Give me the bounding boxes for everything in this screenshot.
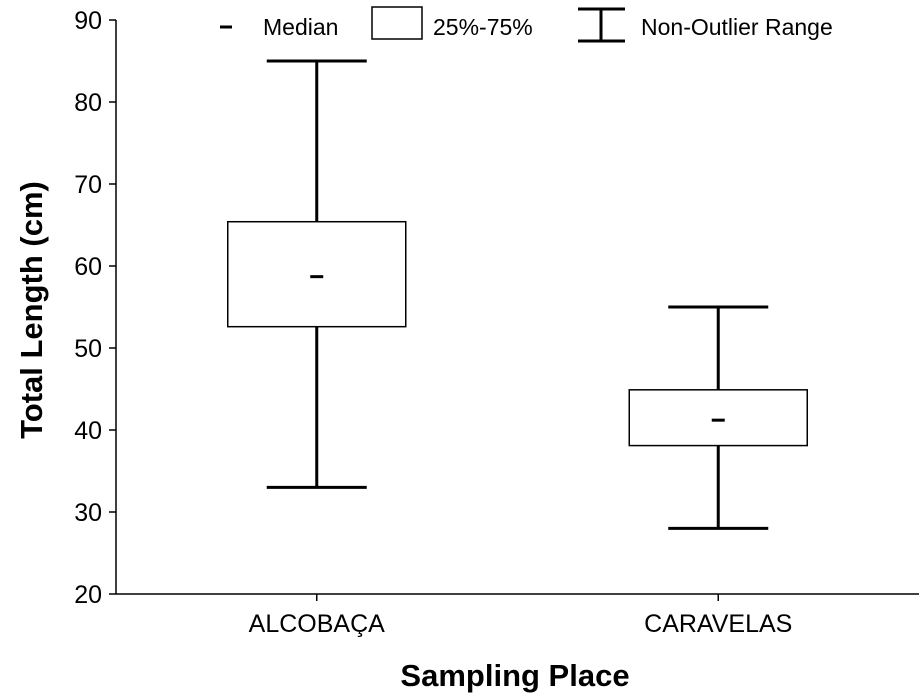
x-tick-label-1: CARAVELAS <box>644 610 792 638</box>
legend-iqr-label: 25%-75% <box>433 14 533 40</box>
box-0-iqr-box <box>227 220 407 328</box>
y-axis-title: Total Length (cm) <box>14 181 49 439</box>
y-tick-label-90: 90 <box>74 7 102 35</box>
y-tick-label-50: 50 <box>74 335 102 363</box>
x-axis-title: Sampling Place <box>400 658 629 693</box>
y-tick-label-30: 30 <box>74 499 102 527</box>
plot-elements: 20 30 40 50 60 70 80 90 ALCOBAÇA CARAVELAS <box>74 7 919 638</box>
legend-box-marker <box>371 6 423 40</box>
x-tick-label-0: ALCOBAÇA <box>249 610 385 638</box>
y-tick-label-80: 80 <box>74 89 102 117</box>
box-1-iqr-box <box>628 389 808 447</box>
y-tick-label-60: 60 <box>74 253 102 281</box>
legend-median-label: Median <box>263 14 338 40</box>
legend-range-label: Non-Outlier Range <box>641 14 833 40</box>
y-tick-label-40: 40 <box>74 417 102 445</box>
y-tick-label-70: 70 <box>74 171 102 199</box>
legend-range-marker <box>578 7 625 43</box>
y-tick-label-20: 20 <box>74 581 102 609</box>
legend: Median 25%-75% Non-Outlier Range <box>220 6 833 43</box>
